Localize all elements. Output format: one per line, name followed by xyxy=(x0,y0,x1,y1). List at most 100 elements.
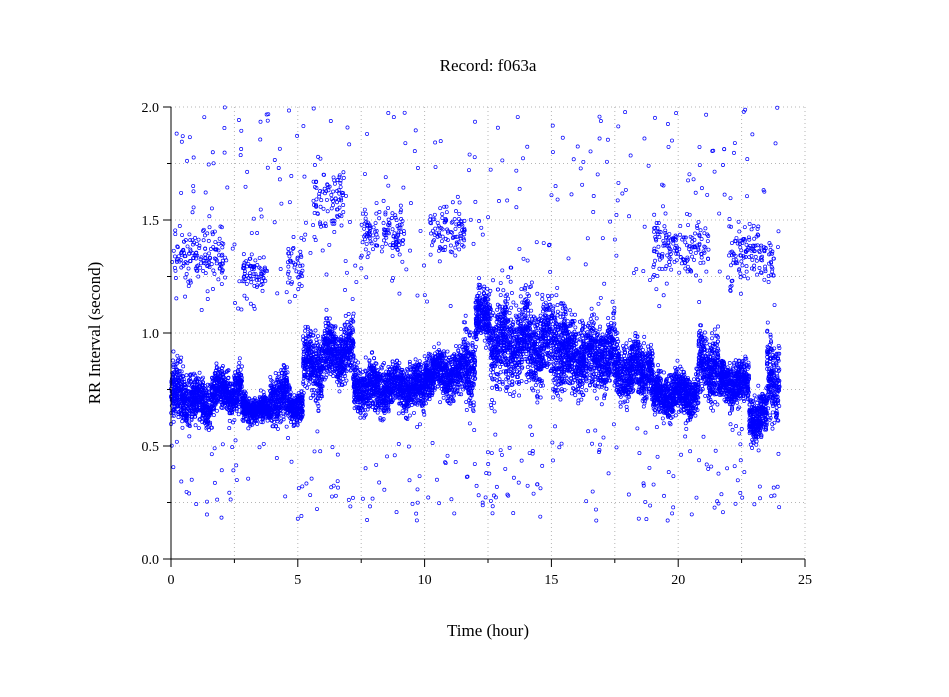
rr-point xyxy=(189,416,194,421)
rr-point xyxy=(214,408,219,413)
rr-point xyxy=(169,398,174,403)
rr-point xyxy=(183,415,188,419)
rr-point xyxy=(173,396,178,401)
rr-point xyxy=(196,408,201,412)
rr-point xyxy=(445,349,450,354)
rr-point xyxy=(180,379,184,384)
rr-point xyxy=(169,383,174,388)
scatter-points xyxy=(169,105,782,523)
rr-point xyxy=(400,409,405,414)
rr-point xyxy=(195,376,200,380)
rr-point xyxy=(202,420,207,425)
rr-point xyxy=(234,408,239,413)
rr-point xyxy=(365,403,370,408)
rr-point xyxy=(301,334,306,339)
rr-point xyxy=(179,355,184,360)
rr-point xyxy=(236,412,241,417)
rr-point xyxy=(191,391,195,396)
rr-point xyxy=(306,382,311,387)
rr-point xyxy=(171,362,176,367)
rr-point xyxy=(183,384,188,389)
rr-point xyxy=(174,378,179,383)
rr-point xyxy=(195,395,200,400)
rr-point xyxy=(191,406,196,411)
rr-point xyxy=(176,378,181,383)
rr-point xyxy=(194,410,199,415)
rr-point xyxy=(198,416,203,421)
rr-point xyxy=(183,410,188,415)
rr-point xyxy=(255,421,260,426)
rr-point xyxy=(200,375,205,380)
rr-point xyxy=(178,411,183,416)
rr-point xyxy=(197,380,202,385)
rr-point xyxy=(237,360,242,365)
rr-point xyxy=(169,403,174,408)
rr-point xyxy=(301,351,306,356)
rr-point xyxy=(407,359,412,364)
rr-point xyxy=(464,400,469,404)
rr-point xyxy=(187,424,192,429)
rr-point xyxy=(308,396,313,401)
rr-point xyxy=(197,370,202,375)
rr-point xyxy=(200,397,205,402)
rr-point xyxy=(438,400,443,405)
rr-point xyxy=(220,406,225,410)
rr-point xyxy=(206,421,211,425)
rr-point xyxy=(316,334,320,338)
rr-point xyxy=(172,371,177,375)
rr-point xyxy=(396,411,401,416)
rr-point xyxy=(214,361,219,366)
rr-point xyxy=(198,403,203,408)
rr-point xyxy=(191,385,196,390)
rr-point xyxy=(190,415,194,419)
rr-point xyxy=(183,418,188,423)
rr-point xyxy=(210,425,214,430)
rr-point xyxy=(172,407,177,412)
rr-point xyxy=(313,328,318,333)
rr-point xyxy=(171,365,176,369)
rr-point xyxy=(195,390,200,394)
rr-point xyxy=(362,415,367,420)
rr-point xyxy=(351,311,356,316)
rr-point xyxy=(189,400,194,405)
rr-point xyxy=(324,307,329,312)
rr-point xyxy=(236,364,241,369)
rr-point xyxy=(181,396,186,401)
rr-point xyxy=(204,389,209,394)
rr-point xyxy=(175,353,180,358)
rr-point xyxy=(204,405,209,410)
rr-point xyxy=(198,398,203,403)
rr-point xyxy=(344,378,349,383)
rr-point xyxy=(440,390,445,395)
rr-point xyxy=(208,420,213,425)
rr-point xyxy=(314,337,319,342)
rr-point xyxy=(201,411,205,416)
rr-point xyxy=(192,387,197,392)
rr-point xyxy=(202,383,207,388)
rr-point xyxy=(181,377,186,381)
rr-point xyxy=(179,407,184,412)
rr-point xyxy=(174,367,179,372)
rr-point xyxy=(187,434,192,439)
rr-point xyxy=(358,415,363,420)
rr-point xyxy=(205,404,210,409)
rr-point xyxy=(200,420,205,425)
rr-point xyxy=(188,373,193,378)
rr-point xyxy=(227,418,232,423)
rr-point xyxy=(172,401,177,406)
rr-point xyxy=(171,349,176,354)
rr-point xyxy=(176,357,181,362)
rr-point xyxy=(192,408,196,413)
rr-point xyxy=(184,373,189,378)
rr-point xyxy=(343,313,348,318)
rr-point xyxy=(195,387,200,392)
rr-point xyxy=(197,417,202,422)
rr-point xyxy=(273,371,278,376)
rr-point xyxy=(171,413,176,418)
rr-point xyxy=(205,392,210,397)
rr-point xyxy=(432,345,437,350)
rr-point xyxy=(345,320,350,324)
rr-point xyxy=(200,390,205,395)
rr-point xyxy=(199,395,204,400)
